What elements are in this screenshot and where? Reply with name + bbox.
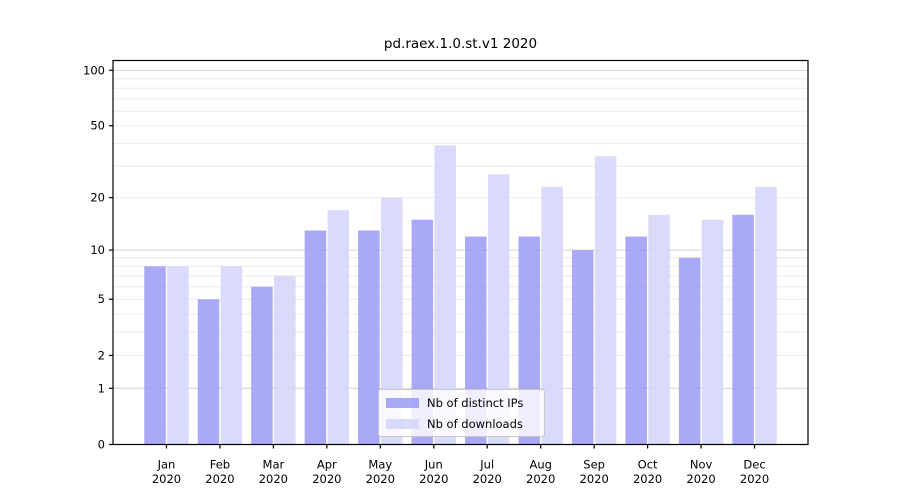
bar-ips-nov [678,257,701,445]
y-tick-label: 1 [98,381,105,395]
x-tick-label-year: 2020 [580,472,609,486]
x-tick-label-year: 2020 [686,472,715,486]
bar-ips-oct [625,236,647,445]
bar-downloads-jun [434,145,456,445]
bar-downloads-may [381,197,403,445]
x-tick-label-month: Nov [690,458,713,472]
bar-ips-feb [197,299,220,445]
y-tick-label: 2 [98,348,105,362]
x-tick-label-month: Jan [157,458,176,472]
x-tick-label-month: Sep [583,458,605,472]
x-tick-label-month: Feb [210,458,230,472]
bar-ips-apr [304,230,327,445]
x-tick-label-month: Dec [743,458,765,472]
bar-downloads-jul [487,174,510,445]
x-tick-label-year: 2020 [526,472,555,486]
x-tick-label-year: 2020 [152,472,181,486]
bar-ips-jan [144,266,166,445]
bar-ips-mar [251,286,273,445]
bar-downloads-apr [327,210,350,445]
bar-downloads-feb [220,266,243,445]
x-tick-label-year: 2020 [259,472,288,486]
x-tick-label-year: 2020 [205,472,234,486]
y-tick-label: 0 [98,438,105,452]
x-tick-label-month: Jun [424,458,443,472]
x-tick-label-year: 2020 [740,472,769,486]
y-tick-label: 100 [83,63,105,77]
x-tick-label-year: 2020 [312,472,341,486]
chart-title: pd.raex.1.0.st.v1 2020 [383,36,538,52]
bar-downloads-dec [755,186,777,445]
bar-ips-sep [571,250,594,445]
bar-downloads-jan [167,266,189,445]
x-tick-label-year: 2020 [366,472,395,486]
y-tick-label: 10 [90,243,105,257]
bar-ips-jun [411,219,434,445]
axes-box [112,59,809,446]
x-tick-label-year: 2020 [633,472,662,486]
y-tick-label: 20 [90,191,105,205]
x-tick-label-month: May [368,458,392,472]
bar-downloads-aug [541,186,563,445]
x-tick-label-month: Apr [317,458,337,472]
bar-ips-dec [732,214,754,445]
legend-swatch-distinct-ips [386,397,419,409]
y-tick-label: 5 [98,292,105,306]
x-tick-label-month: Jul [479,458,494,472]
legend-label-distinct-ips: Nb of distinct IPs [427,396,524,410]
legend-swatch-downloads [386,418,419,430]
x-tick-label-month: Aug [529,458,551,472]
x-tick-label-year: 2020 [419,472,448,486]
legend-item-downloads: Nb of downloads [386,418,536,430]
bar-downloads-oct [648,214,670,445]
legend-item-distinct-ips: Nb of distinct IPs [386,397,536,409]
x-tick-label-month: Oct [638,458,658,472]
bar-downloads-sep [594,156,617,445]
x-tick-label-month: Mar [263,458,285,472]
bar-downloads-nov [701,219,724,445]
bar-downloads-mar [274,275,296,445]
y-tick-label: 50 [90,119,105,133]
x-tick-label-year: 2020 [473,472,502,486]
legend-label-downloads: Nb of downloads [427,417,523,431]
legend: Nb of distinct IPs Nb of downloads [378,389,545,437]
bar-ips-may [358,230,380,445]
